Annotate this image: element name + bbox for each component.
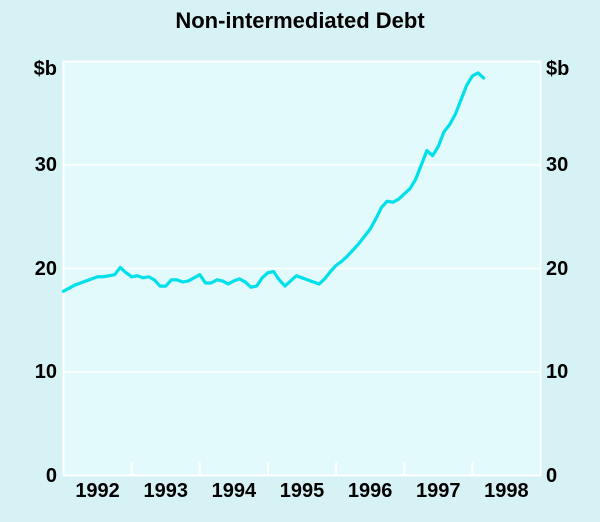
chart-title: Non-intermediated Debt: [175, 8, 425, 33]
x-axis-label-1995: 1995: [279, 480, 325, 502]
plot-border: [62, 60, 542, 477]
x-axis-label-1998: 1998: [484, 480, 529, 502]
y-axis-label-right-10: 10: [546, 361, 569, 383]
y-axis-label-left-30: 30: [34, 154, 57, 176]
y-axis-label-right-0: 0: [546, 464, 558, 487]
debt-line: [61, 71, 486, 293]
x-axis-label-1994: 1994: [211, 480, 257, 502]
y-axis-unit-left: $b: [33, 58, 57, 80]
y-axis-label-right-20: 20: [546, 257, 569, 280]
y-axis-label-right-30: 30: [546, 154, 569, 176]
y-axis-label-left-0: 0: [45, 464, 57, 487]
y-axis-label-left-20: 20: [34, 257, 57, 280]
x-axis-label-1992: 1992: [75, 480, 120, 502]
x-axis-label-1996: 1996: [347, 480, 393, 502]
y-axis-unit-right: $b: [546, 58, 570, 80]
x-axis-label-1997: 1997: [416, 480, 461, 502]
y-axis-label-left-10: 10: [34, 361, 57, 383]
x-axis-label-1993: 1993: [143, 480, 188, 502]
